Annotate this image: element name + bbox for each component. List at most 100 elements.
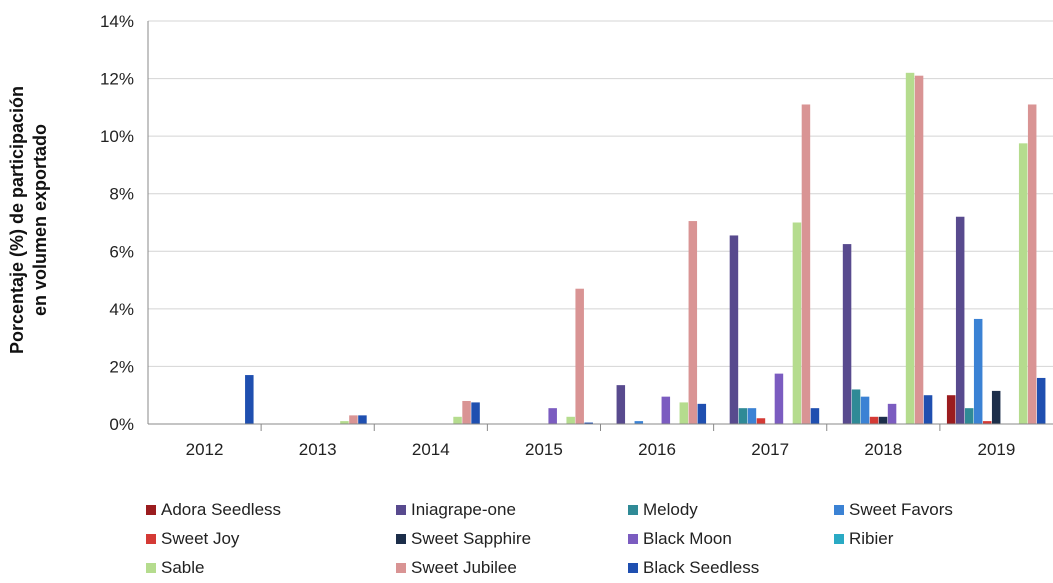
legend-item: Sable: [146, 556, 204, 580]
x-axis-ticks: 2012 2013 2014 2015 2016 2017 2018 2019: [186, 424, 1016, 459]
legend-label: Ribier: [849, 529, 894, 548]
bar: [1018, 143, 1028, 424]
x-tick-label: 2016: [638, 440, 676, 459]
legend-item: Black Moon: [628, 527, 732, 551]
legend-swatch: [146, 563, 156, 573]
bar: [842, 244, 852, 424]
bar: [955, 216, 965, 424]
x-tick-label: 2019: [978, 440, 1016, 459]
y-tick-label: 14%: [100, 12, 134, 31]
legend-item: Black Seedless: [628, 556, 759, 580]
legend-label: Sweet Sapphire: [411, 529, 532, 548]
legend-swatch: [628, 505, 638, 515]
bar: [575, 288, 584, 424]
bar: [964, 408, 974, 424]
bar: [634, 421, 644, 424]
bar: [697, 403, 707, 424]
bar: [914, 75, 924, 424]
legend-label: Sweet Favors: [849, 500, 953, 519]
bar: [471, 402, 480, 424]
legend-label: Adora Seedless: [161, 500, 282, 519]
legend: Adora Seedless Iniagrape-one Melody Sweet F…: [146, 498, 1046, 582]
bar: [1036, 377, 1046, 424]
legend-swatch: [834, 505, 844, 515]
legend-item: Melody: [628, 498, 698, 522]
legend-swatch: [396, 563, 406, 573]
y-axis-label-line-2: en volumen exportado: [30, 124, 50, 316]
y-axis-ticks: 0% 2% 4% 6% 8% 10% 12% 14%: [100, 12, 134, 434]
bar: [349, 415, 358, 424]
bar: [869, 416, 879, 424]
bar: [747, 408, 757, 424]
bar: [887, 403, 897, 424]
bar: [358, 415, 367, 424]
bar: [982, 421, 992, 424]
legend-label: Iniagrape-one: [411, 500, 516, 519]
x-tick-label: 2017: [751, 440, 789, 459]
bar: [946, 395, 956, 424]
bar: [245, 375, 254, 424]
legend-swatch: [396, 505, 406, 515]
y-tick-label: 12%: [100, 70, 134, 89]
bar: [1027, 104, 1037, 424]
bar: [566, 416, 575, 424]
bar: [756, 418, 766, 424]
bar: [688, 221, 698, 424]
legend-label: Sweet Jubilee: [411, 558, 517, 577]
x-tick-label: 2012: [186, 440, 224, 459]
legend-item: Sweet Favors: [834, 498, 953, 522]
bar: [729, 235, 739, 424]
bar: [661, 396, 671, 424]
legend-item: Ribier: [834, 527, 893, 551]
y-tick-label: 6%: [109, 242, 134, 261]
bar: [584, 422, 593, 424]
bar: [991, 390, 1001, 424]
bar: [973, 318, 983, 424]
y-tick-label: 10%: [100, 127, 134, 146]
legend-swatch: [146, 534, 156, 544]
legend-label: Black Moon: [643, 529, 732, 548]
bars: [245, 72, 1046, 425]
bar: [860, 396, 870, 424]
bar: [878, 416, 888, 424]
legend-item: Sweet Sapphire: [396, 527, 531, 551]
bar: [340, 421, 349, 424]
gridlines: [148, 20, 1053, 367]
legend-item: Sweet Joy: [146, 527, 239, 551]
bar: [616, 385, 626, 424]
bar: [801, 104, 811, 424]
bar: [923, 395, 933, 424]
y-tick-label: 0%: [109, 415, 134, 434]
x-tick-label: 2018: [864, 440, 902, 459]
legend-label: Melody: [643, 500, 698, 519]
legend-label: Sweet Joy: [161, 529, 240, 548]
legend-swatch: [628, 534, 638, 544]
legend-swatch: [628, 563, 638, 573]
legend-swatch: [146, 505, 156, 515]
legend-item: Adora Seedless: [146, 498, 281, 522]
bar: [548, 408, 557, 424]
legend-swatch: [396, 534, 406, 544]
legend-label: Sable: [161, 558, 205, 577]
bar: [792, 222, 802, 424]
legend-item: Iniagrape-one: [396, 498, 516, 522]
bar: [462, 400, 471, 424]
legend-swatch: [834, 534, 844, 544]
bar: [453, 416, 462, 424]
y-axis-label-line-1: Porcentaje (%) de participación: [7, 86, 27, 354]
y-tick-label: 2%: [109, 357, 134, 376]
bar: [810, 408, 820, 424]
legend-label: Black Seedless: [643, 558, 760, 577]
bar: [738, 408, 748, 424]
x-tick-label: 2014: [412, 440, 450, 459]
bar: [905, 72, 915, 425]
x-tick-label: 2015: [525, 440, 563, 459]
y-tick-label: 4%: [109, 300, 134, 319]
x-tick-label: 2013: [299, 440, 337, 459]
legend-item: Sweet Jubilee: [396, 556, 517, 580]
y-tick-label: 8%: [109, 185, 134, 204]
bar: [679, 402, 689, 424]
bar: [774, 373, 784, 424]
bar: [851, 389, 861, 424]
